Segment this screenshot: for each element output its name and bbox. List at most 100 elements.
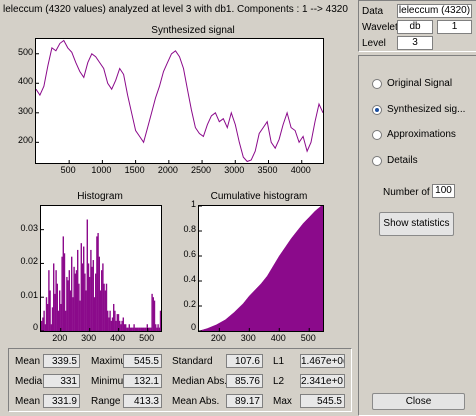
histogram-bar xyxy=(42,317,44,331)
stat-median-value: 331 xyxy=(43,374,80,388)
histogram-x-tick-label: 300 xyxy=(81,333,97,343)
histogram-bar xyxy=(152,297,154,331)
stat-l2-value: 2.341e+0 xyxy=(300,374,345,388)
histogram-bar xyxy=(102,263,104,331)
histogram-bar xyxy=(41,320,43,331)
histogram-bar xyxy=(78,283,80,331)
histogram-bar xyxy=(113,303,115,331)
cumhist-plot-area[interactable] xyxy=(198,205,324,332)
histogram-bar xyxy=(137,327,139,331)
stat-range-value: 413.3 xyxy=(123,394,162,408)
histogram-bar xyxy=(86,219,88,331)
histogram-y-tick-label: 0 xyxy=(32,322,38,332)
histogram-bar xyxy=(153,300,156,331)
radio-details-label: Details xyxy=(387,155,418,166)
histogram-bar xyxy=(159,310,161,331)
histogram-bar xyxy=(120,324,122,331)
histogram-bar xyxy=(139,327,141,331)
histogram-bar xyxy=(143,327,145,331)
histogram-bar xyxy=(65,310,67,331)
radio-details[interactable]: Details xyxy=(372,155,476,169)
number-of-bins-input[interactable]: 100 xyxy=(432,184,455,198)
histogram-bar xyxy=(53,263,55,331)
histogram-bar xyxy=(128,324,130,331)
histogram-bar xyxy=(135,327,138,331)
histogram-bar xyxy=(84,273,86,331)
data-label: Data xyxy=(362,6,384,17)
histogram-bar xyxy=(93,297,96,331)
cumhist-x-tick-label: 200 xyxy=(210,333,226,343)
cumhist-y-tick-label: 0.2 xyxy=(183,299,196,309)
histogram-bar xyxy=(49,290,51,331)
radio-original-signal-button[interactable] xyxy=(372,79,382,89)
histogram-bar xyxy=(147,327,150,331)
cumhist-x-tick-label: 400 xyxy=(270,333,286,343)
histogram-bar xyxy=(158,327,160,331)
histogram-bar xyxy=(80,243,82,331)
histogram-bar xyxy=(138,327,140,331)
wavelet-label: Wavelet xyxy=(362,22,398,33)
histogram-bar xyxy=(48,270,50,331)
wavelet-order-value: 1 xyxy=(437,20,472,34)
synth-plot-area[interactable] xyxy=(35,38,324,164)
radio-approximations-label: Approximations xyxy=(387,129,456,140)
stat-median-abs-value: 85.76 xyxy=(226,374,263,388)
stat-l1-label: L1 xyxy=(273,356,285,367)
histogram-bar xyxy=(134,327,136,331)
histogram-bar xyxy=(66,276,68,331)
histogram-bar xyxy=(111,317,114,331)
histogram-bar xyxy=(144,327,146,331)
histogram-bar xyxy=(104,290,106,331)
histogram-bar xyxy=(99,290,102,331)
show-statistics-button[interactable]: Show statistics xyxy=(379,212,454,236)
histogram-bar xyxy=(73,266,75,331)
synth-signal-chart xyxy=(36,39,323,163)
synth-x-tick-label: 3500 xyxy=(257,165,278,175)
radio-approximations[interactable]: Approximations xyxy=(372,129,476,143)
radio-approximations-button[interactable] xyxy=(372,130,382,140)
histogram-bar xyxy=(121,320,123,331)
synth-x-tick-label: 1500 xyxy=(124,165,145,175)
histogram-bar xyxy=(50,324,52,331)
histogram-bar xyxy=(62,236,64,331)
histogram-bar xyxy=(68,270,70,331)
histogram-bar xyxy=(67,280,69,331)
radio-details-button[interactable] xyxy=(372,156,382,166)
stat-mean-abs-value: 89.17 xyxy=(226,394,263,408)
histogram-y-tick-label: 0.02 xyxy=(20,256,38,267)
histogram-bar xyxy=(140,327,142,331)
synth-x-tick-label: 2000 xyxy=(157,165,178,175)
radio-synthesized-signal-button[interactable] xyxy=(372,105,382,115)
cumhist-y-tick-label: 0.4 xyxy=(183,274,196,284)
cumhist-title: Cumulative histogram xyxy=(210,191,308,202)
histogram-title: Histogram xyxy=(77,191,123,202)
stat-mode-label: Mean xyxy=(15,396,41,407)
histogram-bar xyxy=(72,297,74,331)
synth-signal-line xyxy=(36,39,323,163)
cumhist-y-tick-label: 0.6 xyxy=(183,249,196,259)
statistics-panel xyxy=(8,348,352,412)
histogram-bar xyxy=(155,324,157,331)
histogram-bar xyxy=(91,266,93,331)
level-label: Level xyxy=(362,38,386,49)
histogram-bar xyxy=(125,324,127,331)
synth-x-tick-label: 3000 xyxy=(224,165,245,175)
histogram-bar xyxy=(85,290,87,331)
cumhist-area xyxy=(199,206,323,331)
histogram-plot-area[interactable] xyxy=(40,205,162,332)
histogram-bar xyxy=(69,290,72,331)
close-button[interactable]: Close xyxy=(372,393,465,410)
histogram-x-tick-label: 400 xyxy=(110,333,126,343)
synth-y-tick-label: 300 xyxy=(17,105,33,116)
synth-plot-title: Synthesized signal xyxy=(151,25,235,36)
histogram-y-tick-label: 0.01 xyxy=(20,290,38,301)
synth-x-tick-label: 2500 xyxy=(191,165,212,175)
histogram-bar xyxy=(117,314,120,331)
stat-median-label: Media xyxy=(15,376,43,387)
radio-synthesized-signal[interactable]: Synthesized sig... xyxy=(372,104,476,118)
radio-original-signal[interactable]: Original Signal xyxy=(372,78,476,92)
cumhist-y-tick-label: 0 xyxy=(190,322,196,332)
radio-original-signal-label: Original Signal xyxy=(387,78,453,89)
stat-maximum-value: 545.5 xyxy=(123,354,162,368)
histogram-chart xyxy=(41,219,161,331)
